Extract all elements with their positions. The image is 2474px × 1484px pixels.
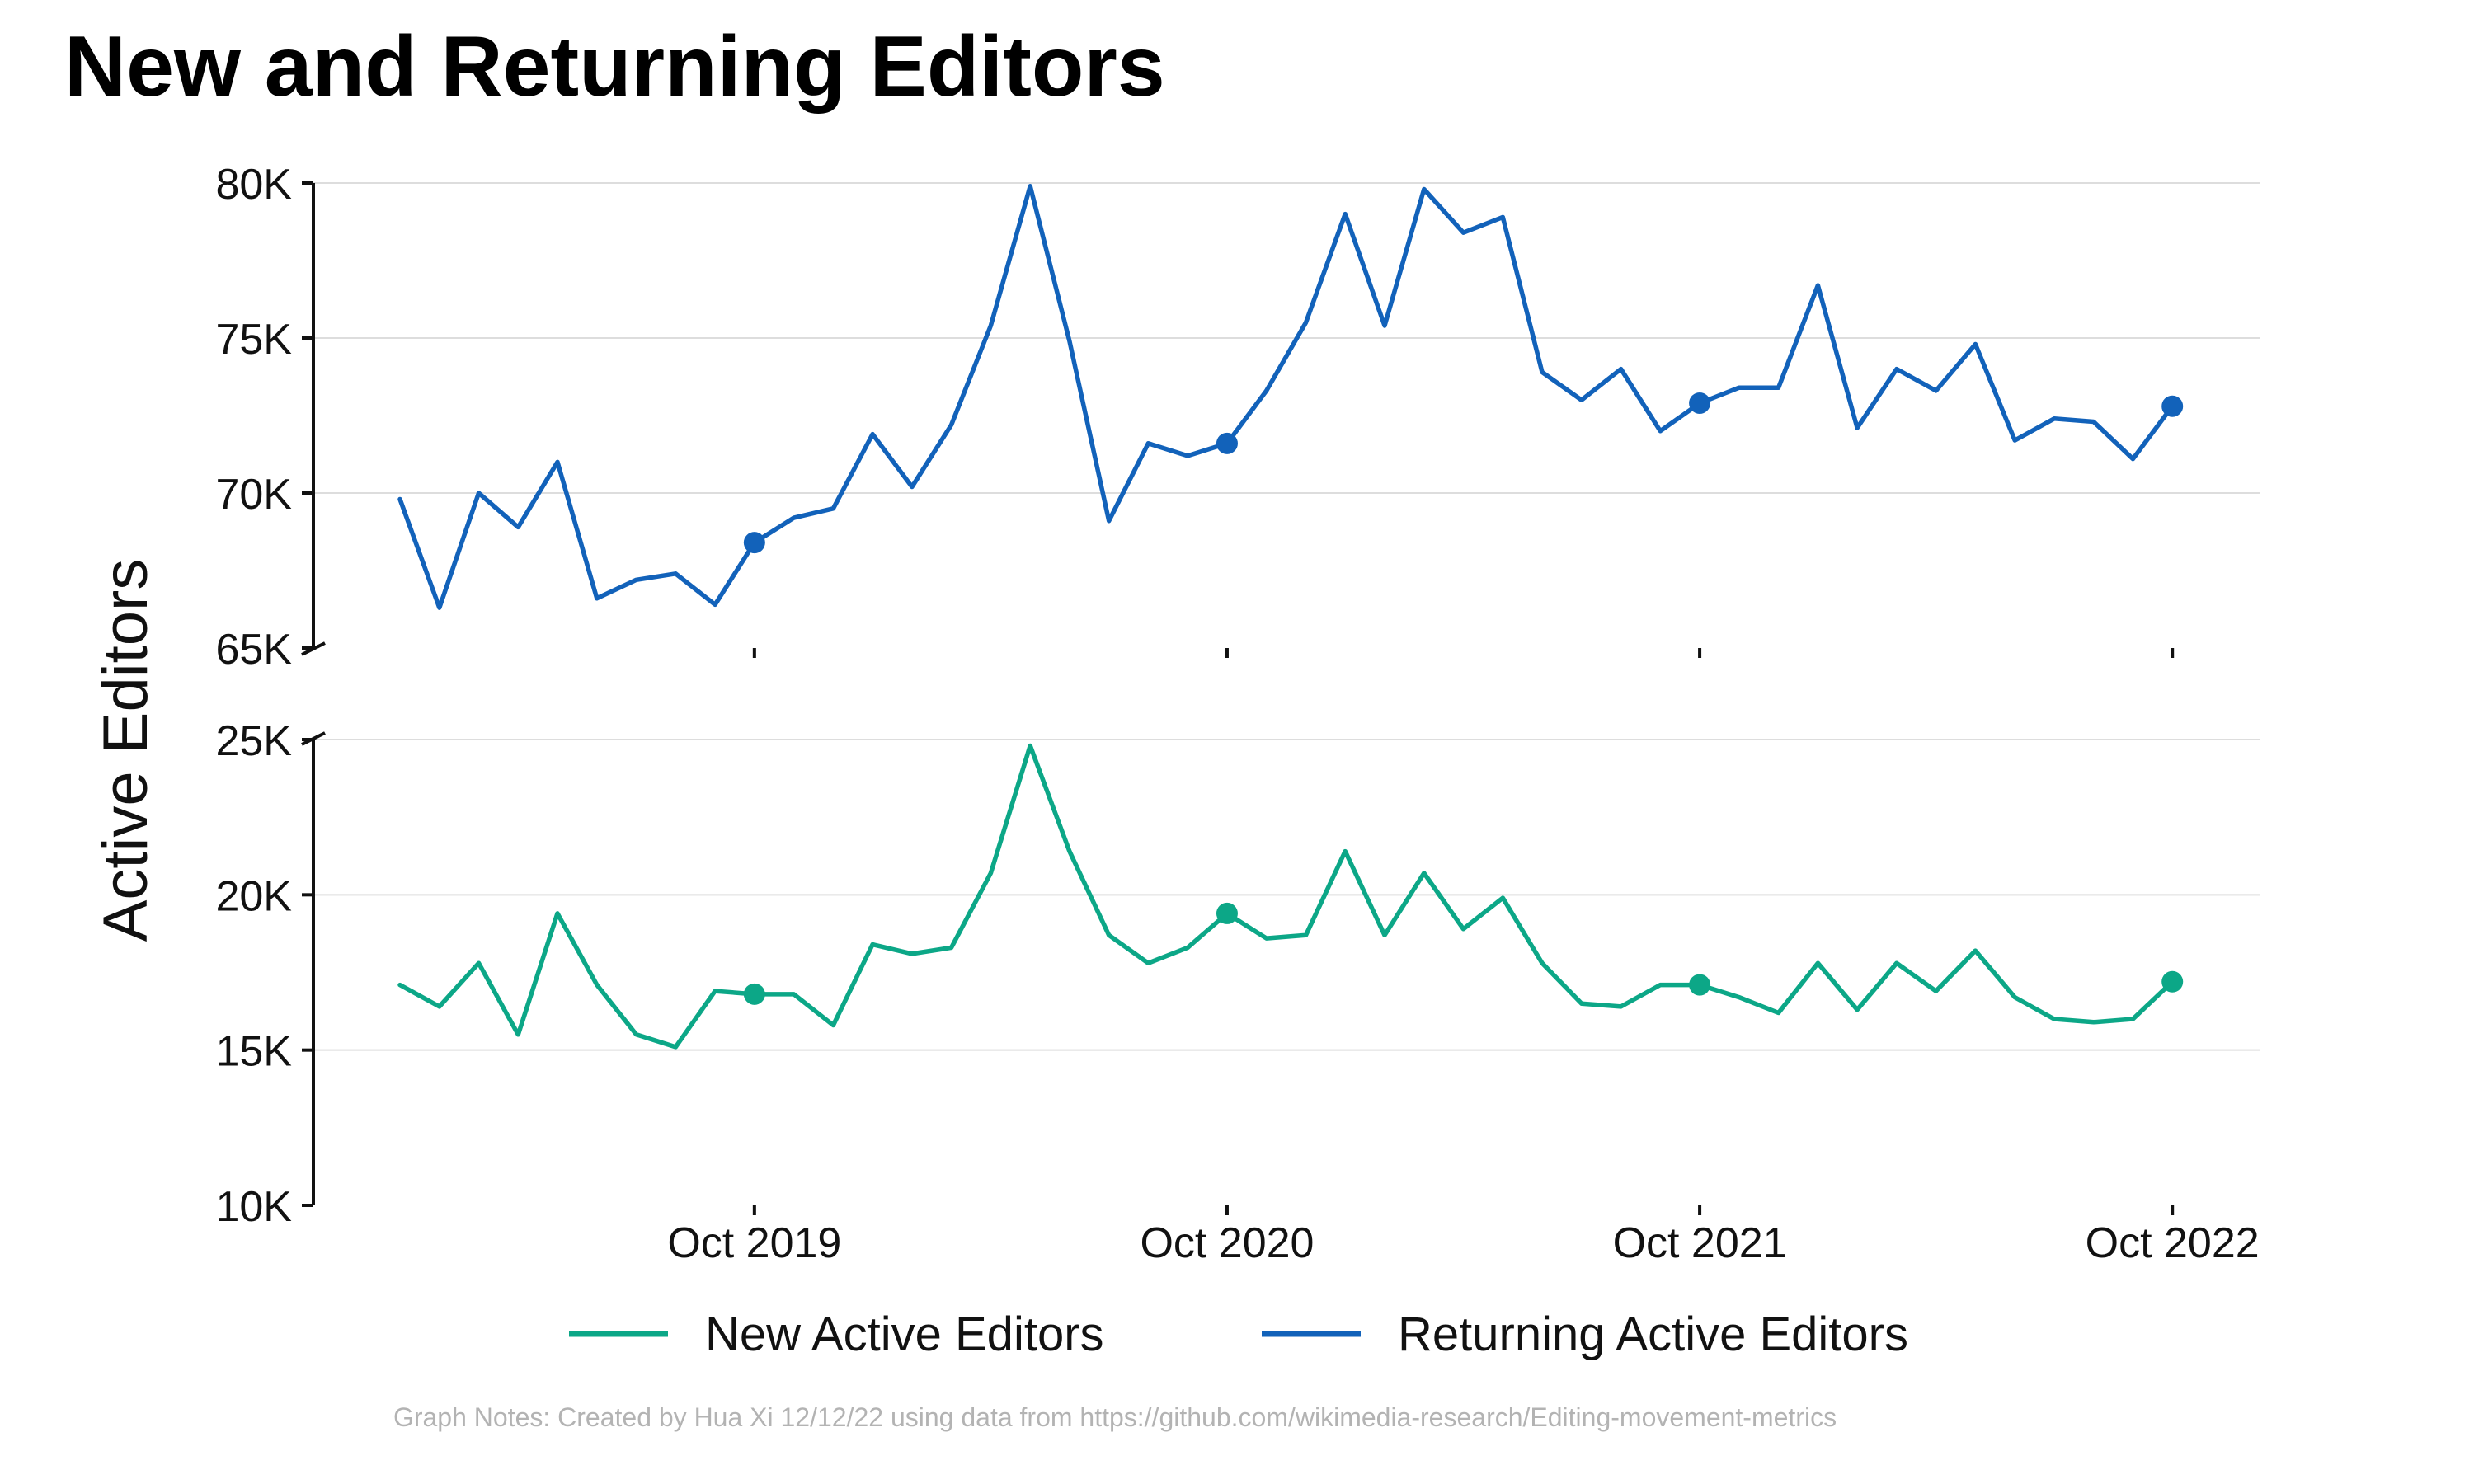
chart-title: New and Returning Editors <box>64 19 1165 115</box>
y-tick-label-lower-25K: 25K <box>215 717 292 765</box>
data-point-returning-active-editors-2022-10 <box>2161 395 2184 417</box>
tick-labels: 65K 70K 75K 80K 10K 15K 20K 25K Oct 2019 Oct 2020… <box>215 161 2259 1267</box>
data-point-returning-active-editors-2019-10 <box>743 532 765 554</box>
y-tick-label-lower-15K: 15K <box>215 1028 292 1076</box>
axes <box>301 181 2175 1215</box>
x-tick-label-Oct 2021: Oct 2021 <box>1613 1219 1787 1267</box>
data-point-new-active-editors-2022-10 <box>2161 970 2184 993</box>
series-lines <box>397 184 2184 1050</box>
series-line-returning-active-editors <box>397 184 2175 610</box>
data-point-new-active-editors-2021-10 <box>1689 974 1711 996</box>
axis-break-mark-upper <box>301 641 326 656</box>
x-tick-label-Oct 2022: Oct 2022 <box>2086 1219 2260 1267</box>
graph-note: Graph Notes: Created by Hua Xi 12/12/22 … <box>393 1402 1837 1432</box>
legend-label-returning-active-editors: Returning Active Editors <box>1398 1308 1908 1361</box>
legend: New Active Editors Returning Active Edit… <box>569 1308 1908 1361</box>
data-point-returning-active-editors-2021-10 <box>1689 392 1711 414</box>
axis-break-mark-lower <box>301 731 326 746</box>
data-point-new-active-editors-2020-10 <box>1216 902 1238 924</box>
y-tick-label-lower-10K: 10K <box>215 1183 292 1231</box>
data-point-new-active-editors-2019-10 <box>743 983 765 1005</box>
y-tick-label-upper-75K: 75K <box>215 316 292 364</box>
y-tick-label-upper-65K: 65K <box>215 626 292 674</box>
x-tick-label-Oct 2020: Oct 2020 <box>1140 1219 1314 1267</box>
series-line-new-active-editors <box>397 743 2175 1050</box>
y-axis-title: Active Editors <box>91 559 161 942</box>
y-tick-label-lower-20K: 20K <box>215 872 292 920</box>
gridlines <box>313 182 2260 1051</box>
legend-label-new-active-editors: New Active Editors <box>705 1308 1104 1361</box>
x-tick-label-Oct 2019: Oct 2019 <box>667 1219 841 1267</box>
y-tick-label-upper-70K: 70K <box>215 471 292 519</box>
y-tick-label-upper-80K: 80K <box>215 161 292 209</box>
data-point-returning-active-editors-2020-10 <box>1216 432 1238 454</box>
